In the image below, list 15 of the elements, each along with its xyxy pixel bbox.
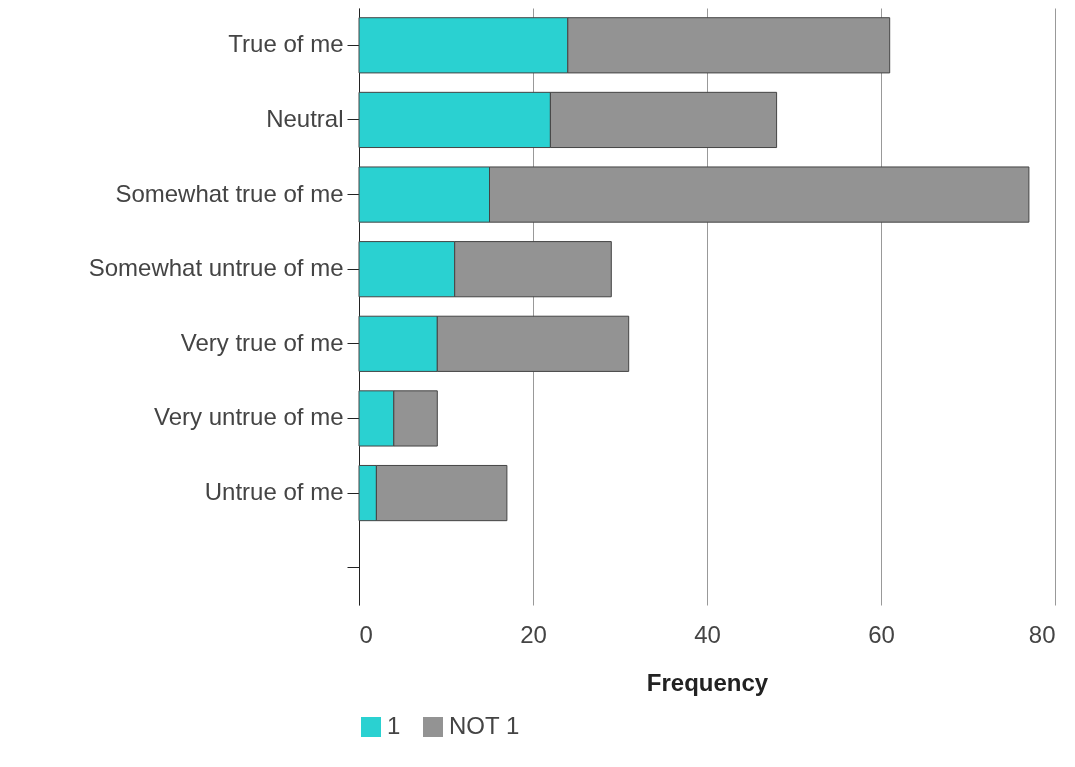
x-tick-label: 20	[520, 620, 547, 648]
x-tick-label: 80	[1028, 620, 1056, 648]
x-axis-title: Frequency	[646, 668, 769, 696]
y-tick-label: Neutral	[266, 104, 344, 132]
x-tick-label: 60	[868, 620, 895, 648]
x-tick-label: 40	[694, 620, 721, 648]
y-tick-label: True of me	[228, 30, 344, 58]
x-tick-label: 0	[359, 620, 373, 648]
legend-label: NOT 1	[449, 712, 520, 739]
y-tick-label: Very untrue of me	[154, 403, 344, 431]
y-tick-label: Somewhat true of me	[115, 179, 344, 207]
legend-label: 1	[387, 712, 401, 739]
y-tick-label: Untrue of me	[204, 478, 344, 506]
y-tick-label: Very true of me	[180, 328, 344, 356]
y-tick-label: Somewhat untrue of me	[88, 254, 344, 282]
